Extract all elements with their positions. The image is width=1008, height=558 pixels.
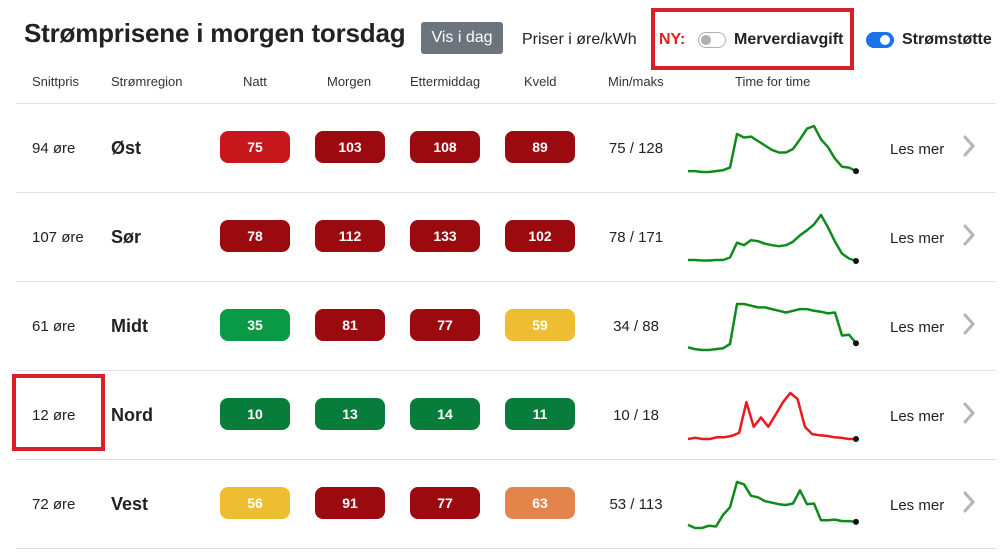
- natt-price-badge: 78: [220, 220, 290, 252]
- chevron-right-icon[interactable]: [962, 401, 976, 425]
- col-snittpris: Snittpris: [32, 74, 79, 89]
- ettermiddag-price-badge: 77: [410, 309, 480, 341]
- table-row[interactable]: 94 øre Øst 75 103 108 89 75 / 128 Les me…: [16, 103, 996, 192]
- min-max-value: 75 / 128: [608, 140, 664, 157]
- snittpris-value: 12 øre: [32, 407, 76, 424]
- kveld-price-badge: 89: [505, 131, 575, 163]
- stotte-toggle[interactable]: [866, 32, 894, 48]
- sparkline-line: [687, 391, 856, 441]
- hourly-sparkline: [688, 213, 859, 264]
- chevron-right-icon[interactable]: [962, 490, 976, 514]
- morgen-price-badge: 112: [315, 220, 385, 252]
- hourly-sparkline: [687, 480, 859, 530]
- sparkline-end-dot: [853, 436, 859, 442]
- kveld-price-badge: 11: [505, 398, 575, 430]
- hourly-sparkline: [687, 391, 859, 442]
- region-name: Nord: [111, 405, 153, 425]
- hourly-sparkline: [687, 302, 859, 352]
- min-max-value: 10 / 18: [613, 407, 659, 424]
- chevron-right-icon[interactable]: [962, 223, 976, 247]
- min-max-value: 78 / 171: [608, 229, 664, 246]
- col-natt: Natt: [243, 74, 267, 89]
- kveld-price-badge: 63: [505, 487, 575, 519]
- page-header: Strømprisene i morgen torsdag Vis i dag …: [0, 0, 1008, 72]
- snittpris-value: 72 øre: [32, 496, 76, 513]
- ettermiddag-price-badge: 108: [410, 131, 480, 163]
- stotte-label: Strømstøtte: [902, 31, 992, 48]
- snittpris-value: 94 øre: [32, 140, 76, 157]
- sparkline-end-dot: [853, 258, 859, 264]
- nord-snittpris-highlight-frame: [12, 374, 105, 451]
- chevron-right-icon[interactable]: [962, 134, 976, 158]
- ettermiddag-price-badge: 77: [410, 487, 480, 519]
- mva-toggle-knob: [701, 35, 711, 45]
- sparkline-line: [687, 480, 857, 530]
- table-row[interactable]: 12 øre Nord 10 13 14 11 10 / 18 Les mer: [16, 370, 996, 459]
- sparkline-end-dot: [853, 518, 859, 525]
- sparkline-end-dot: [853, 340, 859, 347]
- mva-toggle[interactable]: [698, 32, 726, 48]
- page-title: Strømprisene i morgen torsdag: [24, 18, 406, 48]
- unit-label: Priser i øre/kWh: [522, 31, 637, 48]
- sparkline-line: [688, 124, 857, 174]
- kveld-price-badge: 102: [505, 220, 575, 252]
- region-name: Sør: [111, 227, 142, 247]
- table-row[interactable]: 107 øre Sør 78 112 133 102 78 / 171 Les …: [16, 192, 996, 281]
- col-stromregion: Strømregion: [111, 74, 183, 89]
- min-max-value: 34 / 88: [613, 318, 659, 335]
- natt-price-badge: 75: [220, 131, 290, 163]
- col-ettermiddag: Ettermiddag: [410, 74, 481, 89]
- col-minmaks: Min/maks: [608, 74, 664, 89]
- sparkline-line: [687, 302, 857, 352]
- snittpris-value: 107 øre: [32, 229, 84, 246]
- mva-label: Merverdiavgift: [734, 31, 844, 48]
- region-name: Midt: [111, 316, 148, 336]
- morgen-price-badge: 103: [315, 131, 385, 163]
- table-bottom-border: [16, 548, 996, 558]
- les-mer-link[interactable]: Les mer: [890, 408, 945, 425]
- les-mer-link[interactable]: Les mer: [890, 319, 945, 336]
- min-max-value: 53 / 113: [609, 496, 663, 513]
- sparkline-end-dot: [853, 168, 859, 175]
- morgen-price-badge: 81: [315, 309, 385, 341]
- snittpris-value: 61 øre: [32, 318, 76, 335]
- col-time-for-time: Time for time: [735, 74, 811, 89]
- morgen-price-badge: 91: [315, 487, 385, 519]
- chevron-right-icon[interactable]: [962, 312, 976, 336]
- vis-i-dag-button[interactable]: Vis i dag: [421, 22, 503, 54]
- col-morgen: Morgen: [327, 74, 372, 89]
- table-row[interactable]: 72 øre Vest 56 91 77 63 53 / 113 Les mer: [16, 459, 996, 548]
- ettermiddag-price-badge: 133: [410, 220, 480, 252]
- natt-price-badge: 10: [220, 398, 290, 430]
- col-kveld: Kveld: [524, 74, 557, 89]
- region-name: Øst: [111, 138, 142, 158]
- table-row[interactable]: 61 øre Midt 35 81 77 59 34 / 88 Les mer: [16, 281, 996, 370]
- hourly-sparkline: [688, 124, 859, 175]
- kveld-price-badge: 59: [505, 309, 575, 341]
- natt-price-badge: 35: [220, 309, 290, 341]
- region-name: Vest: [111, 494, 149, 514]
- les-mer-link[interactable]: Les mer: [890, 230, 945, 247]
- les-mer-link[interactable]: Les mer: [890, 497, 945, 514]
- mva-highlight-frame: [651, 8, 854, 70]
- ny-label: NY:: [659, 31, 686, 48]
- stotte-toggle-knob: [880, 35, 890, 45]
- ettermiddag-price-badge: 14: [410, 398, 480, 430]
- sparkline-line: [688, 213, 857, 263]
- morgen-price-badge: 13: [315, 398, 385, 430]
- les-mer-link[interactable]: Les mer: [890, 141, 945, 158]
- natt-price-badge: 56: [220, 487, 290, 519]
